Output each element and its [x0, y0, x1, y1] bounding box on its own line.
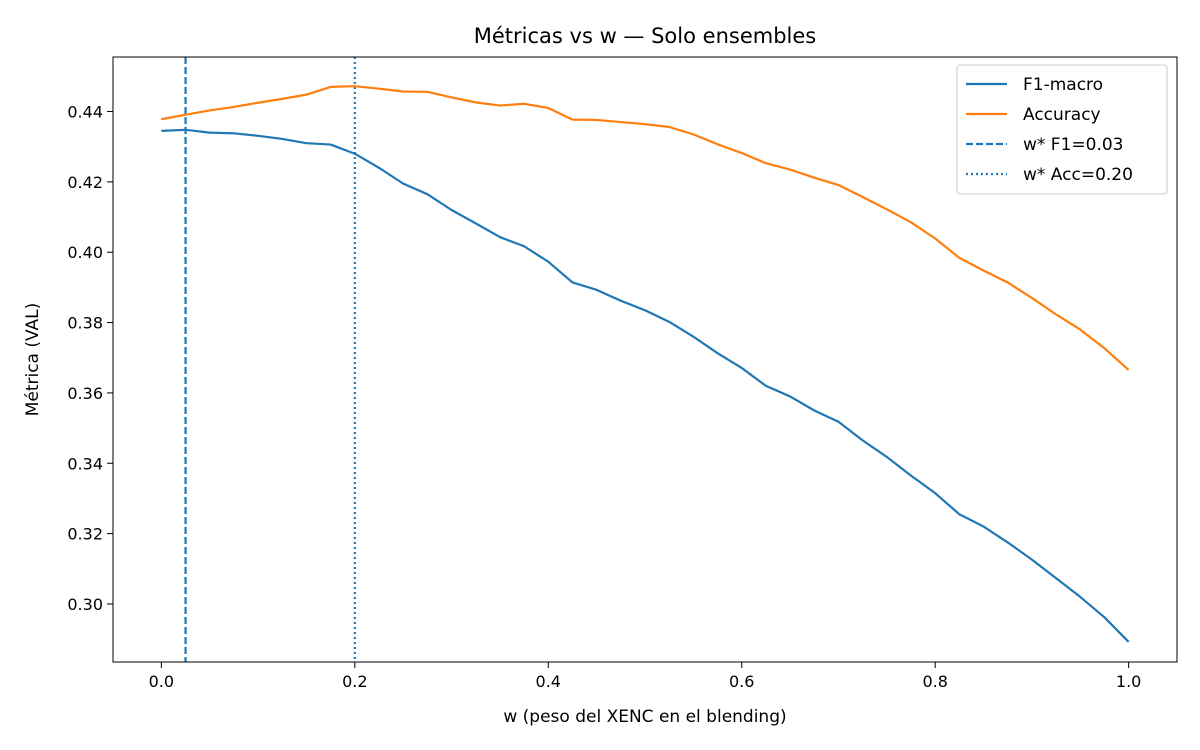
chart-title: Métricas vs w — Solo ensembles — [474, 24, 816, 48]
legend-label: w* F1=0.03 — [1023, 135, 1124, 155]
x-tick-label: 0.0 — [149, 672, 174, 691]
x-tick-label: 0.6 — [729, 672, 754, 691]
y-tick-label: 0.34 — [67, 454, 103, 473]
y-tick-label: 0.42 — [67, 173, 103, 192]
x-tick-label: 0.2 — [342, 672, 367, 691]
series-line-2 — [161, 85, 1130, 371]
y-axis-label: Métrica (VAL) — [23, 303, 43, 417]
legend-frame — [956, 64, 1168, 195]
x-axis-label: w (peso del XENC en el blending) — [503, 707, 786, 727]
plot-area — [112, 56, 1178, 663]
y-tick-label: 0.36 — [67, 384, 103, 403]
series-lines — [161, 85, 1130, 643]
legend-label: F1-macro — [1023, 75, 1103, 95]
x-tick-label: 1.0 — [1116, 672, 1141, 691]
y-tick-label: 0.40 — [67, 243, 103, 262]
x-tick-label: 0.4 — [536, 672, 561, 691]
x-tick-label: 0.8 — [922, 672, 947, 691]
series-line-1 — [161, 128, 1130, 643]
y-tick-label: 0.32 — [67, 525, 103, 544]
axes-frame — [112, 56, 1178, 663]
legend-label: w* Acc=0.20 — [1023, 165, 1133, 185]
legend: F1-macro Accuracy w* F1=0.03 w* Acc=0.20 — [956, 64, 1168, 195]
y-axis-ticks: 0.30 0.32 0.34 0.36 0.38 0.40 0.42 0.44 — [67, 103, 113, 614]
x-axis-ticks: 0.0 0.2 0.4 0.6 0.8 1.0 — [149, 662, 1141, 691]
legend-label: Accuracy — [1023, 105, 1101, 125]
y-tick-label: 0.38 — [67, 314, 103, 333]
y-tick-label: 0.30 — [67, 595, 103, 614]
reference-lines — [184, 57, 356, 662]
y-tick-label: 0.44 — [67, 103, 103, 122]
